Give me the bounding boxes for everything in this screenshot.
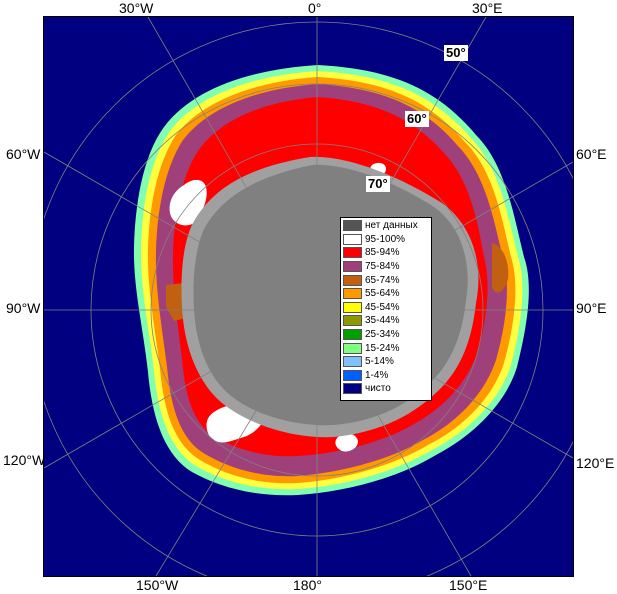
legend-item: 1-4% (343, 369, 429, 383)
legend-label: нет данных (365, 220, 418, 232)
lon-label-150e: 150°E (449, 577, 488, 593)
lat-label-70: 70° (366, 176, 390, 192)
legend-label: 15-24% (365, 342, 400, 354)
legend-item: 95-100% (343, 233, 429, 247)
legend-swatch (343, 288, 362, 300)
legend-item: 75-84% (343, 260, 429, 274)
legend-swatch (343, 261, 362, 273)
legend-label: 85-94% (365, 247, 400, 259)
lat-label-50: 50° (444, 45, 468, 61)
lon-label-0: 0° (308, 0, 322, 16)
lon-label-180: 180° (293, 577, 322, 593)
lon-label-60w: 60°W (6, 146, 41, 162)
lon-label-30w: 30°W (119, 0, 154, 16)
legend-label: 1-4% (365, 369, 389, 381)
lon-label-120w: 120°W (3, 452, 46, 468)
lon-label-60e: 60°E (576, 146, 607, 162)
legend-item: 65-74% (343, 273, 429, 287)
legend-item: 15-24% (343, 341, 429, 355)
legend-swatch (343, 383, 362, 395)
lon-label-150w: 150°W (136, 577, 179, 593)
ice-concentration-legend: нет данных 95-100% 85-94% 75-84% 65-74% 55-64… (340, 217, 432, 401)
legend-item: чисто (343, 382, 429, 396)
legend-swatch (343, 369, 362, 381)
legend-swatch (343, 329, 362, 341)
legend-label: 25-34% (365, 329, 400, 341)
map-canvas (44, 17, 573, 576)
legend-label: 95-100% (365, 233, 406, 245)
legend-swatch (343, 301, 362, 313)
legend-item: 35-44% (343, 314, 429, 328)
patch-orange-east (492, 243, 509, 293)
lon-label-120e: 120°E (576, 455, 615, 471)
legend-label: чисто (365, 383, 391, 395)
legend-item: 25-34% (343, 328, 429, 342)
legend-swatch (343, 220, 362, 232)
legend-swatch (343, 342, 362, 354)
legend-label: 55-64% (365, 288, 400, 300)
floe-weddell (169, 179, 207, 226)
legend-item: 55-64% (343, 287, 429, 301)
floe-ross-small (335, 433, 358, 452)
lon-label-90w: 90°W (6, 300, 41, 316)
legend-label: 65-74% (365, 274, 400, 286)
lat-label-60: 60° (405, 111, 429, 127)
lon-label-90e: 90°E (576, 300, 607, 316)
legend-item: 5-14% (343, 355, 429, 369)
legend-swatch (343, 247, 362, 259)
legend-item: нет данных (343, 219, 429, 233)
legend-item: 45-54% (343, 301, 429, 315)
legend-label: 75-84% (365, 261, 400, 273)
legend-swatch (343, 233, 362, 245)
legend-swatch (343, 274, 362, 286)
legend-swatch (343, 315, 362, 327)
sea-ice-map (43, 16, 574, 577)
lon-label-30e: 30°E (472, 0, 503, 16)
legend-item: 85-94% (343, 246, 429, 260)
legend-label: 5-14% (365, 356, 394, 368)
legend-label: 35-44% (365, 315, 400, 327)
legend-swatch (343, 356, 362, 368)
legend-label: 45-54% (365, 301, 400, 313)
